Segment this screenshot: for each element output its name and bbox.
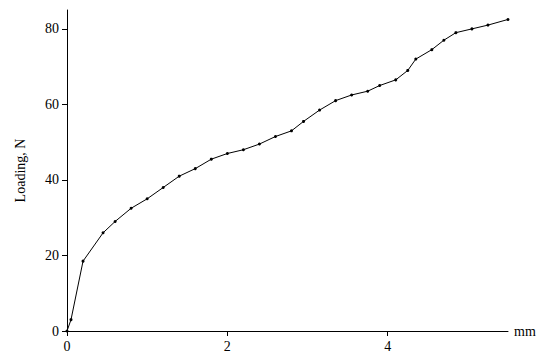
svg-text:60: 60 — [45, 97, 59, 112]
svg-text:0: 0 — [64, 339, 71, 354]
svg-text:4: 4 — [384, 339, 391, 354]
svg-text:40: 40 — [45, 172, 59, 187]
svg-text:mm: mm — [514, 324, 536, 339]
svg-text:80: 80 — [45, 21, 59, 36]
svg-text:20: 20 — [45, 248, 59, 263]
svg-text:2: 2 — [224, 339, 231, 354]
svg-text:0: 0 — [52, 324, 59, 339]
svg-text:Loading, N: Loading, N — [13, 139, 28, 203]
